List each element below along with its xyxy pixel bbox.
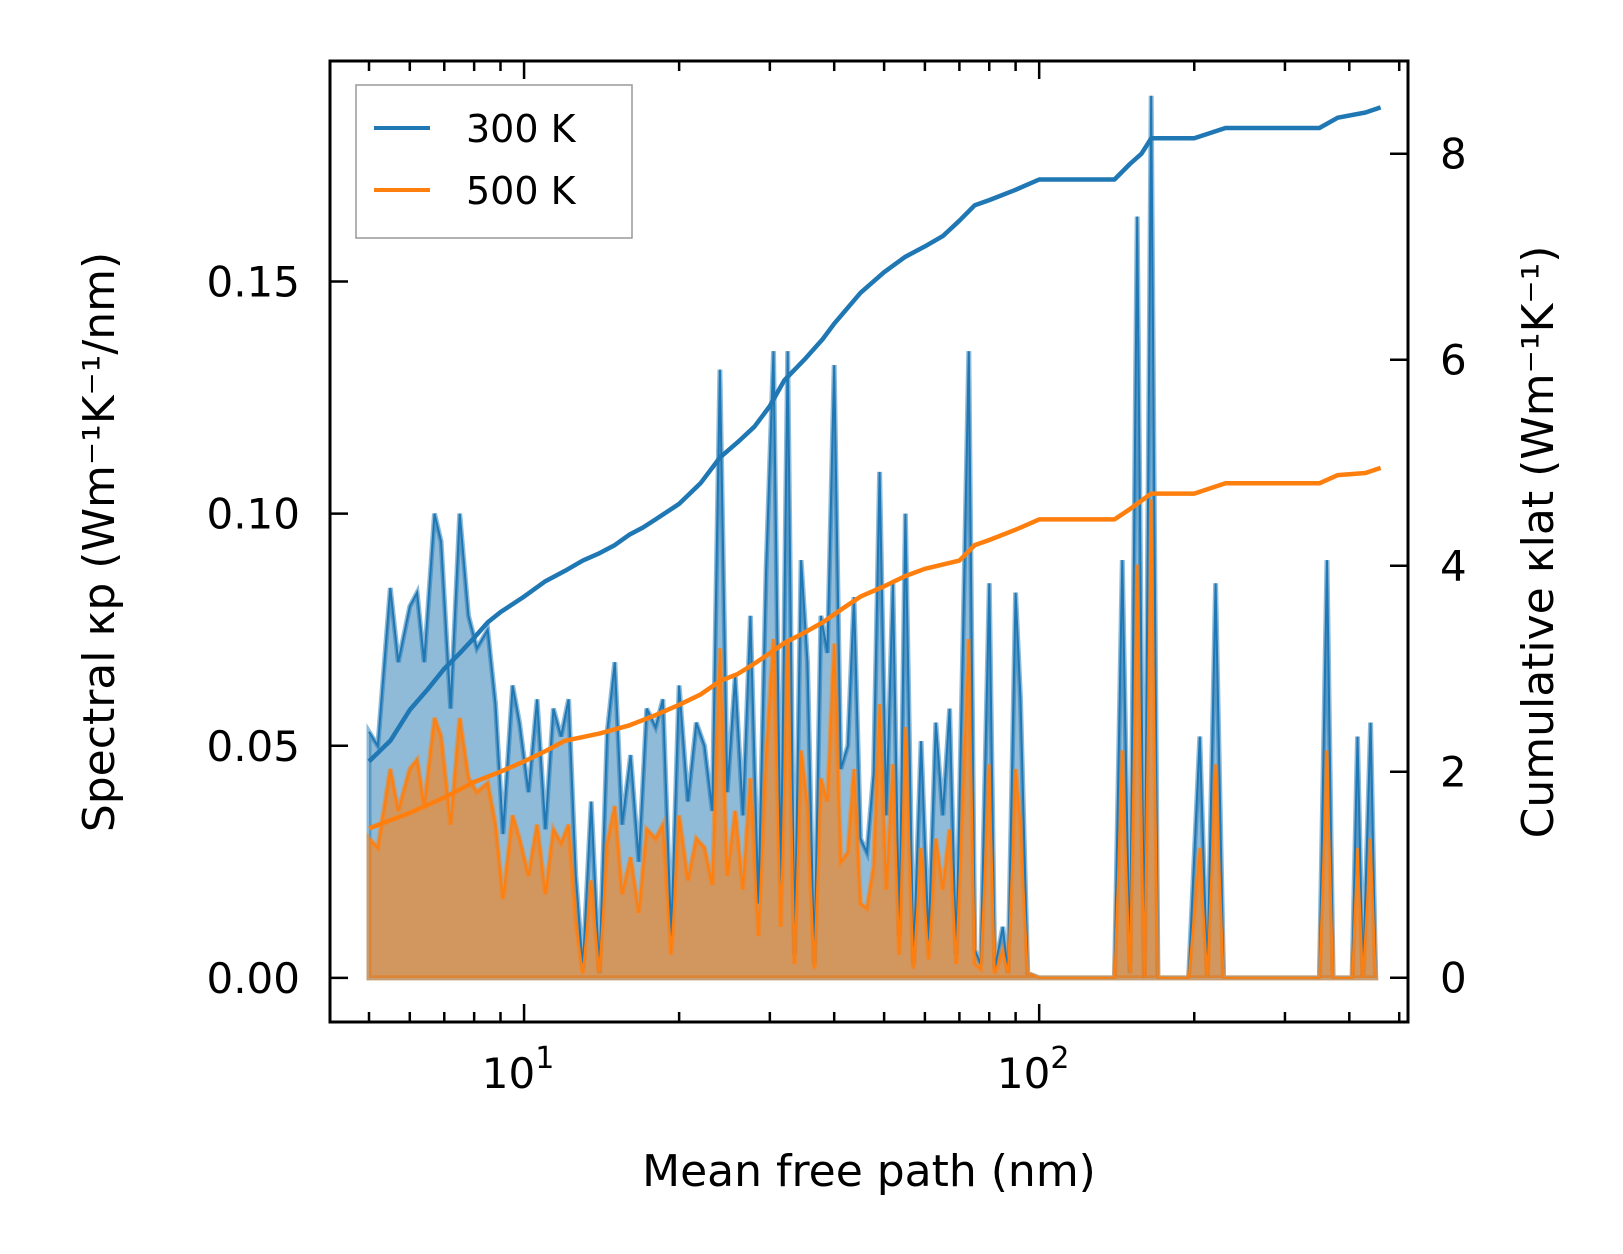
legend-label-500k: 500 K bbox=[466, 169, 577, 213]
spectral-line-500k bbox=[368, 499, 1377, 979]
y-left-tick-label: 0.15 bbox=[206, 258, 300, 307]
x-axis-title: Mean free path (nm) bbox=[642, 1146, 1096, 1197]
cumulative-line-500k bbox=[368, 465, 1382, 831]
spectral-line-group bbox=[368, 95, 1377, 979]
legend: 300 K 500 K bbox=[355, 84, 633, 239]
y-axis-left-title: Spectral κp (Wm⁻¹K⁻¹/nm) bbox=[74, 252, 125, 832]
x-tick-label: 101 bbox=[482, 1041, 555, 1098]
y-right-tick-label: 8 bbox=[1440, 130, 1467, 179]
y-left-tick-label: 0.10 bbox=[206, 490, 300, 539]
tick-label-group: 101 102 0.00 0.05 0.10 0.15 0 2 4 6 8 bbox=[206, 130, 1466, 1098]
y-right-tick-label: 2 bbox=[1440, 748, 1467, 797]
y-right-tick-label: 4 bbox=[1440, 542, 1467, 591]
y-left-tick-label: 0.05 bbox=[206, 722, 300, 771]
y-axis-right-title: Cumulative κlat (Wm⁻¹K⁻¹) bbox=[1513, 246, 1564, 839]
cumulative-line-group bbox=[367, 105, 1382, 831]
cumulative-line-300k bbox=[367, 105, 1382, 764]
legend-label-300k: 300 K bbox=[466, 107, 577, 151]
plot-frame bbox=[328, 59, 1410, 1024]
spectral-line-300k bbox=[368, 95, 1377, 979]
legend-box bbox=[355, 84, 633, 239]
y-right-tick-label: 0 bbox=[1440, 954, 1467, 1003]
y-right-tick-label: 6 bbox=[1440, 336, 1467, 385]
tick-group bbox=[330, 61, 1408, 1022]
x-tick-label: 102 bbox=[997, 1041, 1070, 1098]
y-left-tick-label: 0.00 bbox=[206, 954, 300, 1003]
